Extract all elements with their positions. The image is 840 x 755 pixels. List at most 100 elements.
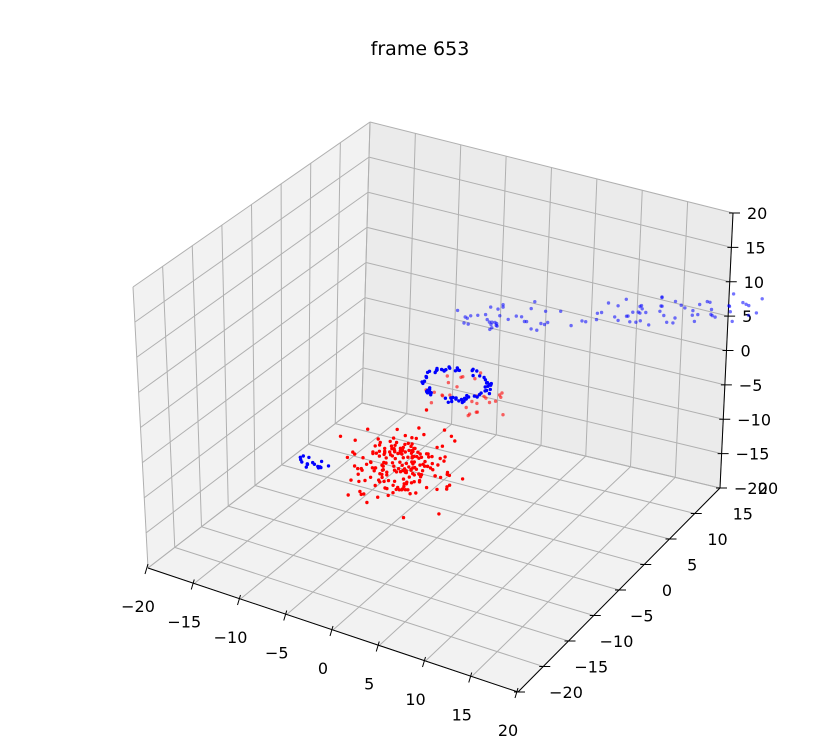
data-point xyxy=(760,297,764,301)
data-point xyxy=(624,314,629,318)
data-point xyxy=(407,465,411,469)
data-point xyxy=(690,313,694,317)
data-point xyxy=(529,306,533,311)
data-point xyxy=(473,377,477,381)
data-point xyxy=(506,317,510,322)
data-point xyxy=(691,308,695,313)
data-point xyxy=(401,445,405,450)
data-point xyxy=(403,433,407,438)
data-point xyxy=(414,436,418,441)
data-point xyxy=(483,389,487,393)
data-point xyxy=(301,454,305,458)
data-point xyxy=(529,327,533,331)
data-point xyxy=(359,492,363,497)
data-point xyxy=(728,310,732,314)
data-point xyxy=(392,464,396,468)
grid-line xyxy=(366,226,729,317)
data-point xyxy=(421,462,425,466)
data-point xyxy=(404,461,409,466)
data-point xyxy=(352,464,357,468)
x-tick-mark xyxy=(190,579,195,590)
data-point xyxy=(299,457,303,462)
data-point xyxy=(498,314,502,318)
grid-line xyxy=(334,142,341,424)
data-point xyxy=(409,467,413,472)
data-point xyxy=(594,317,599,322)
data-point xyxy=(403,442,407,447)
data-point xyxy=(559,309,563,313)
data-point xyxy=(394,440,399,445)
data-point xyxy=(449,434,454,438)
y-tick-label: −10 xyxy=(600,632,634,651)
y-tick-label: −20 xyxy=(549,683,583,702)
data-point xyxy=(373,483,377,488)
data-point xyxy=(631,310,635,314)
data-point xyxy=(319,465,323,470)
data-point xyxy=(466,395,471,399)
data-point xyxy=(483,385,487,389)
data-point xyxy=(391,483,395,487)
grid-line xyxy=(361,402,721,489)
data-point xyxy=(417,426,421,430)
grid-line xyxy=(134,156,370,323)
z-tick-label: 15 xyxy=(745,238,765,257)
z-tick-label: −20 xyxy=(734,479,768,498)
data-point xyxy=(445,374,449,378)
grid-line xyxy=(140,262,367,428)
y-tick-label: 15 xyxy=(733,505,753,524)
data-point xyxy=(418,463,422,467)
data-point xyxy=(665,320,669,324)
data-point xyxy=(459,397,464,402)
data-point xyxy=(409,451,414,455)
data-point xyxy=(660,295,664,299)
data-point xyxy=(435,445,439,450)
data-point xyxy=(383,486,387,490)
z-tick-label: 10 xyxy=(744,273,764,292)
data-point xyxy=(409,444,413,449)
data-point xyxy=(400,488,404,492)
data-point xyxy=(487,382,492,387)
data-point xyxy=(420,380,424,384)
data-point xyxy=(613,315,617,319)
data-point xyxy=(469,314,473,318)
data-point xyxy=(539,321,543,326)
data-point xyxy=(346,493,350,497)
data-point xyxy=(475,395,479,399)
data-point xyxy=(434,368,439,373)
data-point xyxy=(455,385,459,389)
data-point xyxy=(400,452,404,456)
data-point xyxy=(422,432,426,437)
data-point xyxy=(426,452,430,456)
data-point xyxy=(409,481,414,485)
data-point xyxy=(377,449,382,453)
data-point xyxy=(390,447,394,451)
data-point xyxy=(435,487,439,492)
data-point xyxy=(390,461,395,465)
data-point xyxy=(372,469,376,473)
data-point xyxy=(419,455,424,459)
data-point xyxy=(393,443,397,447)
data-point xyxy=(464,405,468,410)
data-point xyxy=(440,394,445,398)
data-point xyxy=(383,446,387,451)
data-point xyxy=(356,466,360,471)
data-point xyxy=(692,319,697,324)
grid-line xyxy=(674,201,689,478)
chart-title: frame 653 xyxy=(370,38,470,60)
grid-line xyxy=(630,190,643,467)
data-point xyxy=(388,439,392,444)
x-tick-label: 15 xyxy=(452,706,472,725)
data-point xyxy=(438,456,442,461)
data-point xyxy=(496,307,500,311)
data-point xyxy=(394,487,398,492)
x-tick-label: −20 xyxy=(121,597,155,616)
data-point xyxy=(366,427,370,431)
data-point xyxy=(644,310,648,315)
data-point xyxy=(647,323,651,327)
grid-line xyxy=(471,477,676,677)
data-point xyxy=(417,456,421,460)
data-point xyxy=(427,369,432,373)
data-point xyxy=(457,399,461,403)
z-tick-label: −5 xyxy=(739,376,763,395)
